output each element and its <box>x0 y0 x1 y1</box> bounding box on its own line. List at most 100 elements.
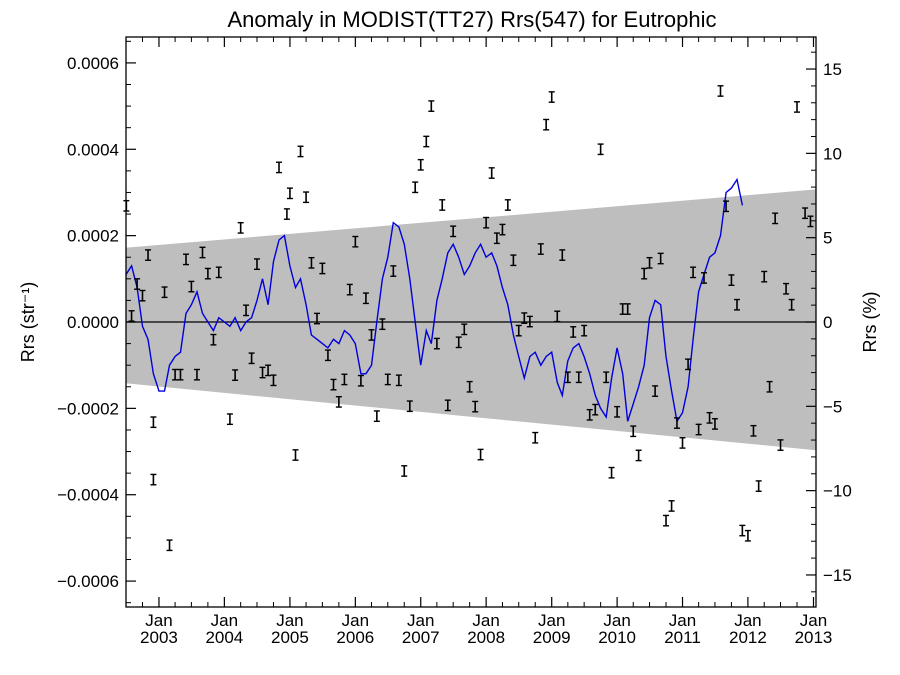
data-point <box>777 439 784 451</box>
data-point <box>286 187 293 200</box>
data-point <box>663 514 670 527</box>
data-point <box>259 366 266 379</box>
x-tick-year-label: 2013 <box>795 628 833 647</box>
x-tick-month-label: Jan <box>276 611 303 630</box>
data-point <box>685 358 692 371</box>
data-point <box>330 378 337 391</box>
data-point <box>283 208 290 220</box>
x-tick-year-label: 2011 <box>664 628 701 647</box>
x-tick-year-label: 2003 <box>140 628 178 647</box>
data-point <box>253 258 260 271</box>
data-point <box>188 280 195 293</box>
x-tick-year-label: 2005 <box>271 628 309 647</box>
y-tick-label-right: 5 <box>823 229 832 248</box>
data-point <box>521 312 528 324</box>
data-point <box>368 329 375 341</box>
data-point <box>564 371 571 384</box>
y-tick-label-left: 0.0004 <box>67 140 119 159</box>
data-point <box>172 368 179 381</box>
data-point <box>483 216 490 229</box>
x-tick-year-label: 2006 <box>336 628 374 647</box>
data-point <box>515 324 522 337</box>
data-point <box>412 181 419 194</box>
y-tick-label-left: 0.0006 <box>67 54 119 73</box>
x-tick-year-label: 2012 <box>729 628 767 647</box>
y-tick-label-right: 15 <box>823 60 842 79</box>
data-point <box>608 466 615 479</box>
data-point <box>706 411 713 424</box>
data-point <box>543 118 550 131</box>
data-point <box>504 199 511 211</box>
data-point <box>537 243 544 255</box>
data-point <box>461 323 468 336</box>
smoothed-anomaly-line <box>125 177 744 424</box>
data-point <box>711 418 718 430</box>
data-point <box>488 167 495 179</box>
data-point <box>466 380 473 393</box>
x-tick-month-label: Jan <box>342 611 369 630</box>
data-point <box>362 292 369 305</box>
data-point <box>614 405 621 418</box>
y-tick-label-left: −0.0006 <box>57 572 119 591</box>
data-point <box>417 158 424 171</box>
data-point <box>657 252 664 265</box>
data-point <box>499 223 506 236</box>
data-point <box>319 262 326 275</box>
data-point <box>630 425 637 438</box>
y-tick-label-right: −15 <box>823 566 852 585</box>
data-point <box>679 437 686 449</box>
data-point <box>581 324 588 337</box>
data-point <box>384 373 391 386</box>
data-point <box>646 256 653 269</box>
data-point <box>444 399 451 412</box>
data-point <box>641 267 648 280</box>
data-point <box>210 333 217 346</box>
data-point <box>668 500 675 512</box>
data-point <box>526 315 533 328</box>
data-point <box>134 278 141 290</box>
data-point <box>788 298 795 311</box>
data-point <box>341 373 348 386</box>
error-bar-layer <box>123 85 814 552</box>
data-point <box>150 473 157 486</box>
data-point <box>166 539 173 552</box>
data-point <box>433 337 440 350</box>
x-tick-year-label: 2007 <box>402 628 440 647</box>
data-point <box>586 408 593 421</box>
data-point <box>592 403 599 416</box>
data-point <box>733 298 740 311</box>
data-point <box>807 215 814 228</box>
data-point <box>455 336 462 349</box>
data-point <box>761 270 768 283</box>
y-axis-label-right: Rrs (%) <box>860 292 880 353</box>
data-point <box>243 304 250 317</box>
data-point <box>690 266 697 279</box>
data-point <box>619 303 626 315</box>
y-tick-label-right: 0 <box>823 313 832 332</box>
x-tick-month-label: Jan <box>669 611 696 630</box>
data-point <box>510 254 517 267</box>
data-point <box>270 374 277 387</box>
data-point <box>226 413 233 426</box>
data-point <box>215 266 222 279</box>
x-tick-month-label: Jan <box>211 611 238 630</box>
data-point <box>624 303 631 315</box>
x-tick-year-label: 2009 <box>533 628 571 647</box>
data-point <box>390 265 397 277</box>
data-point <box>728 274 735 286</box>
data-point <box>183 253 190 266</box>
x-tick-month-label: Jan <box>407 611 434 630</box>
data-point <box>401 465 408 477</box>
data-point <box>575 371 582 384</box>
data-point <box>783 282 790 295</box>
data-point <box>739 524 746 537</box>
data-point <box>744 529 751 542</box>
data-point <box>450 225 457 238</box>
data-point <box>199 246 206 259</box>
data-point <box>559 249 566 261</box>
y-tick-label-left: −0.0004 <box>57 486 119 505</box>
data-point <box>128 310 135 322</box>
data-point <box>232 369 239 381</box>
y-axis-label-left: Rrs (str⁻¹) <box>18 282 38 362</box>
